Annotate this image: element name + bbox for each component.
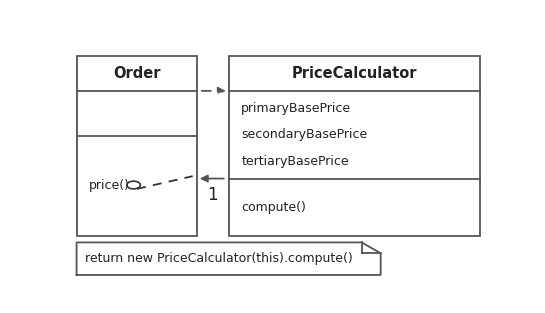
Polygon shape bbox=[76, 242, 380, 275]
Text: 1: 1 bbox=[208, 187, 218, 204]
Text: PriceCalculator: PriceCalculator bbox=[292, 66, 417, 81]
Text: price(): price() bbox=[89, 178, 130, 192]
Text: primaryBasePrice: primaryBasePrice bbox=[241, 102, 352, 115]
Text: compute(): compute() bbox=[241, 201, 306, 214]
Text: secondaryBasePrice: secondaryBasePrice bbox=[241, 128, 367, 141]
Bar bbox=[229, 56, 480, 236]
Text: Order: Order bbox=[113, 66, 161, 81]
Text: return new PriceCalculator(this).compute(): return new PriceCalculator(this).compute… bbox=[85, 252, 353, 265]
Text: tertiaryBasePrice: tertiaryBasePrice bbox=[241, 155, 349, 168]
Bar bbox=[76, 56, 197, 236]
